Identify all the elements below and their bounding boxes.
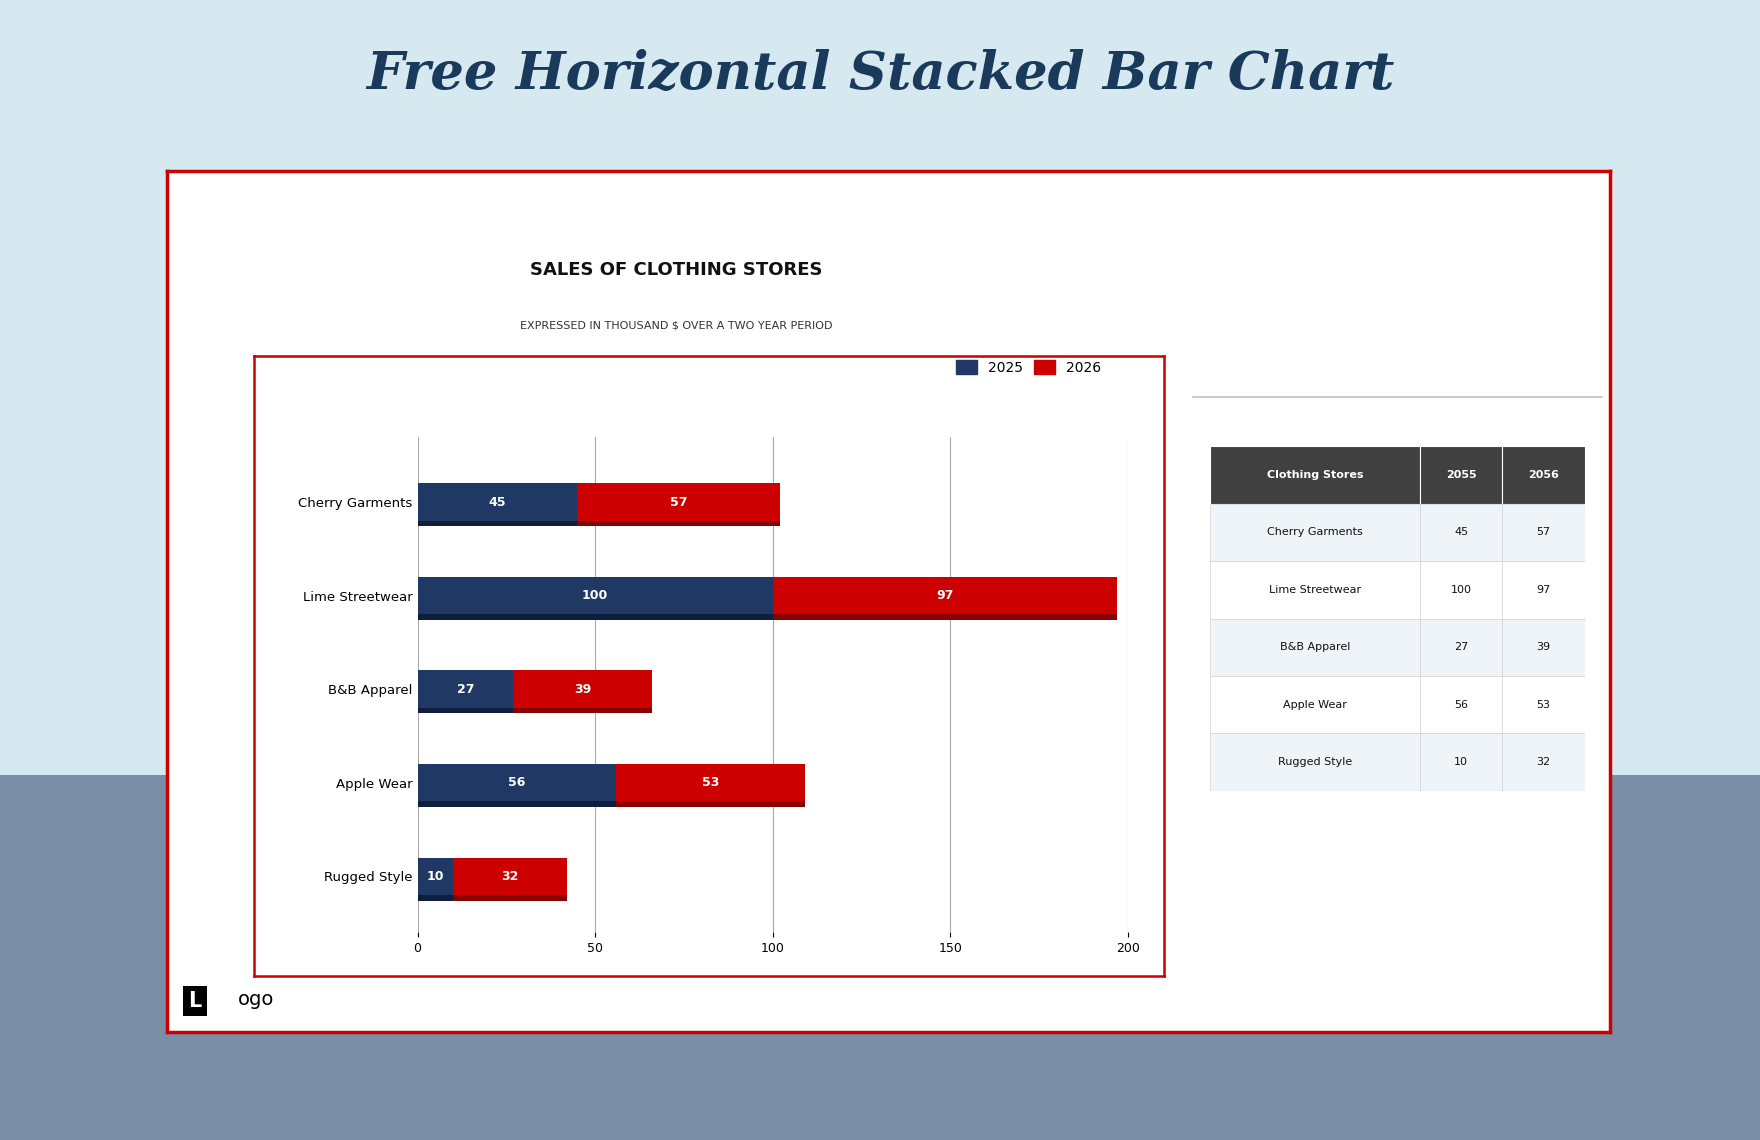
Bar <box>1211 504 1420 561</box>
Bar <box>616 764 804 801</box>
Bar <box>1211 676 1420 733</box>
Bar <box>417 614 773 620</box>
Text: Apple Wear: Apple Wear <box>1283 700 1346 709</box>
Bar <box>0 775 1760 1140</box>
Bar <box>1211 619 1420 676</box>
Bar <box>1503 561 1584 619</box>
Bar <box>577 483 780 521</box>
Text: 57: 57 <box>1536 528 1551 537</box>
Text: 10: 10 <box>426 870 444 882</box>
Text: 56: 56 <box>1454 700 1468 709</box>
Bar <box>514 708 651 714</box>
Bar <box>1503 733 1584 791</box>
Bar <box>1211 447 1420 504</box>
Bar <box>616 801 804 807</box>
Bar <box>1211 561 1420 619</box>
Bar <box>452 895 567 901</box>
Bar <box>1503 619 1584 676</box>
Text: 10: 10 <box>1454 757 1468 767</box>
Text: 100: 100 <box>1450 585 1471 595</box>
Bar <box>417 801 616 807</box>
Bar <box>1420 733 1503 791</box>
Text: 39: 39 <box>1536 642 1551 652</box>
Text: 32: 32 <box>1536 757 1551 767</box>
Bar <box>773 577 1118 614</box>
Bar <box>1420 447 1503 504</box>
Text: 53: 53 <box>1536 700 1551 709</box>
Text: 39: 39 <box>574 683 591 695</box>
Text: 56: 56 <box>509 776 526 789</box>
Bar <box>417 895 452 901</box>
Bar <box>417 708 514 714</box>
Text: Rugged Style: Rugged Style <box>1278 757 1352 767</box>
Text: 32: 32 <box>502 870 519 882</box>
Bar <box>577 521 780 527</box>
Bar <box>1503 676 1584 733</box>
Text: 57: 57 <box>671 496 688 508</box>
Text: 2055: 2055 <box>1447 470 1477 480</box>
Text: 45: 45 <box>489 496 507 508</box>
Bar <box>1420 504 1503 561</box>
Text: 27: 27 <box>458 683 473 695</box>
Bar <box>417 857 452 895</box>
Bar <box>773 614 1118 620</box>
Bar <box>514 670 651 708</box>
Text: 97: 97 <box>1536 585 1551 595</box>
Bar <box>1420 676 1503 733</box>
Text: ogo: ogo <box>238 990 275 1009</box>
Text: Lime Streetwear: Lime Streetwear <box>1269 585 1360 595</box>
Bar <box>1420 619 1503 676</box>
Text: 97: 97 <box>936 589 954 602</box>
Text: L: L <box>188 991 202 1011</box>
Text: EXPRESSED IN THOUSAND $ OVER A TWO YEAR PERIOD: EXPRESSED IN THOUSAND $ OVER A TWO YEAR … <box>519 321 832 331</box>
Text: SALES OF CLOTHING STORES: SALES OF CLOTHING STORES <box>530 261 822 279</box>
Bar <box>417 521 577 527</box>
Bar <box>417 764 616 801</box>
Text: Clothing Stores: Clothing Stores <box>1267 470 1364 480</box>
Bar <box>417 670 514 708</box>
Text: HORIZONTAL STACKED: HORIZONTAL STACKED <box>1265 303 1529 323</box>
Bar <box>417 483 577 521</box>
Text: 45: 45 <box>1454 528 1468 537</box>
Text: 27: 27 <box>1454 642 1468 652</box>
Bar <box>1503 504 1584 561</box>
Text: BAR CHART: BAR CHART <box>1331 355 1464 375</box>
Bar <box>452 857 567 895</box>
Bar <box>1503 447 1584 504</box>
Bar <box>1420 561 1503 619</box>
Text: B&B Apparel: B&B Apparel <box>1280 642 1350 652</box>
Bar <box>417 577 773 614</box>
Text: 100: 100 <box>583 589 609 602</box>
Text: 2056: 2056 <box>1528 470 1559 480</box>
Legend: 2025, 2026: 2025, 2026 <box>950 355 1107 381</box>
Bar <box>1211 733 1420 791</box>
Text: 53: 53 <box>702 776 720 789</box>
Text: Free Horizontal Stacked Bar Chart: Free Horizontal Stacked Bar Chart <box>366 49 1394 99</box>
Text: Cherry Garments: Cherry Garments <box>1267 528 1362 537</box>
